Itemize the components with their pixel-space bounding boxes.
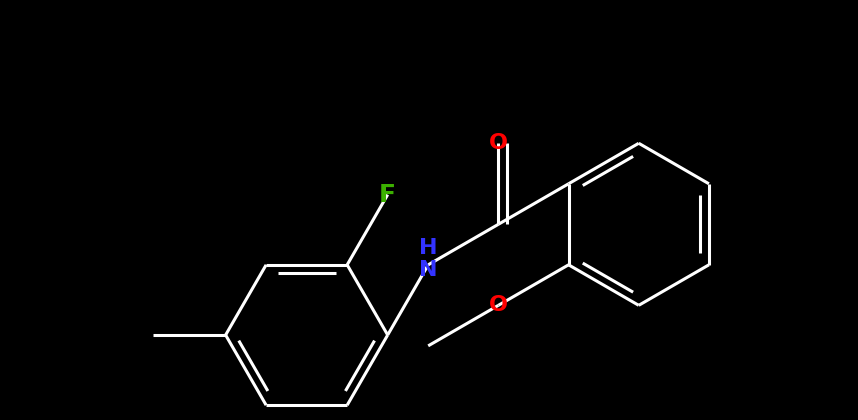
Text: O: O xyxy=(489,295,508,315)
Text: O: O xyxy=(489,133,508,153)
Text: N: N xyxy=(419,260,438,280)
Text: F: F xyxy=(379,183,396,207)
Text: H: H xyxy=(419,238,438,257)
